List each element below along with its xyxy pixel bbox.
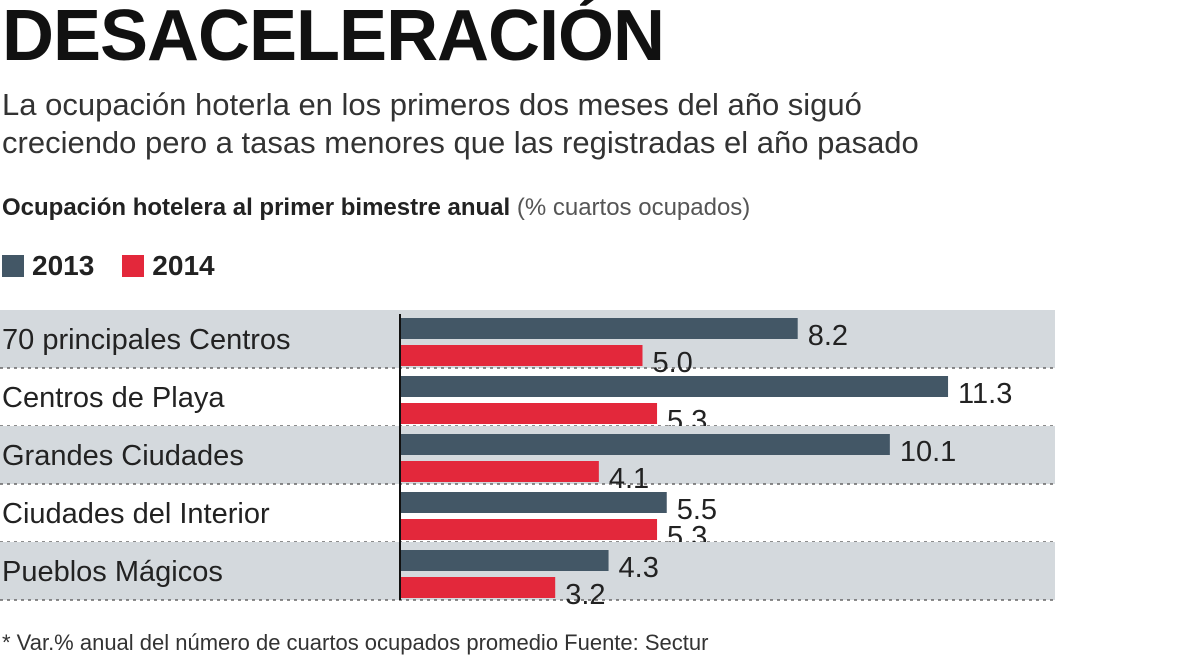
legend-label-2013: 2013	[32, 250, 95, 281]
bar-2013	[400, 550, 609, 571]
bar-2014	[400, 577, 556, 598]
chart-subtitle: La ocupación hoterla en los primeros dos…	[2, 86, 919, 162]
bar-2013	[400, 376, 949, 397]
legend-swatch-2013	[2, 255, 24, 277]
data-label-2013: 4.3	[619, 552, 659, 584]
data-label-2014: 4.1	[609, 463, 649, 495]
chart-heading-main: Ocupación hotelera al primer bimestre an…	[2, 194, 511, 221]
legend-label-2014: 2014	[152, 250, 215, 281]
subtitle-line-1: La ocupación hoterla en los primeros dos…	[2, 87, 862, 122]
category-label: Pueblos Mágicos	[2, 556, 223, 588]
bar-2013	[400, 492, 667, 513]
data-label-2013: 10.1	[900, 436, 956, 468]
category-label: Centros de Playa	[2, 382, 225, 414]
category-label: Grandes Ciudades	[2, 440, 244, 472]
data-label-2014: 5.0	[653, 347, 693, 379]
bar-chart: 70 principales Centros 8.2 5.0 Centros de P…	[0, 310, 1055, 610]
legend-swatch-2014	[122, 255, 145, 277]
category-label: 70 principales Centros	[2, 324, 291, 356]
bar-2013	[400, 434, 890, 455]
bar-2014	[400, 403, 658, 424]
bar-2014	[400, 461, 599, 482]
data-label-2013: 8.2	[808, 320, 848, 352]
data-label-2014: 3.2	[565, 579, 605, 610]
bar-2013	[400, 318, 798, 339]
chart-heading-unit: (% cuartos ocupados)	[516, 194, 751, 221]
legend: 2013 2014	[2, 250, 243, 282]
bar-2014	[400, 345, 643, 366]
data-label-2013: 11.3	[958, 378, 1012, 410]
legend-item-2014: 2014	[122, 250, 215, 282]
category-label: Ciudades del Interior	[2, 498, 270, 530]
data-label-2013: 5.5	[677, 494, 717, 526]
bar-2014	[400, 519, 658, 540]
chart-heading: Ocupación hotelera al primer bimestre an…	[2, 194, 750, 222]
subtitle-line-2: creciendo pero a tasas menores que las r…	[2, 125, 919, 160]
chart-title: DESACELERACIÓN	[2, 0, 665, 76]
footnote: * Var.% anual del número de cuartos ocup…	[2, 630, 709, 655]
legend-item-2013: 2013	[2, 250, 94, 282]
